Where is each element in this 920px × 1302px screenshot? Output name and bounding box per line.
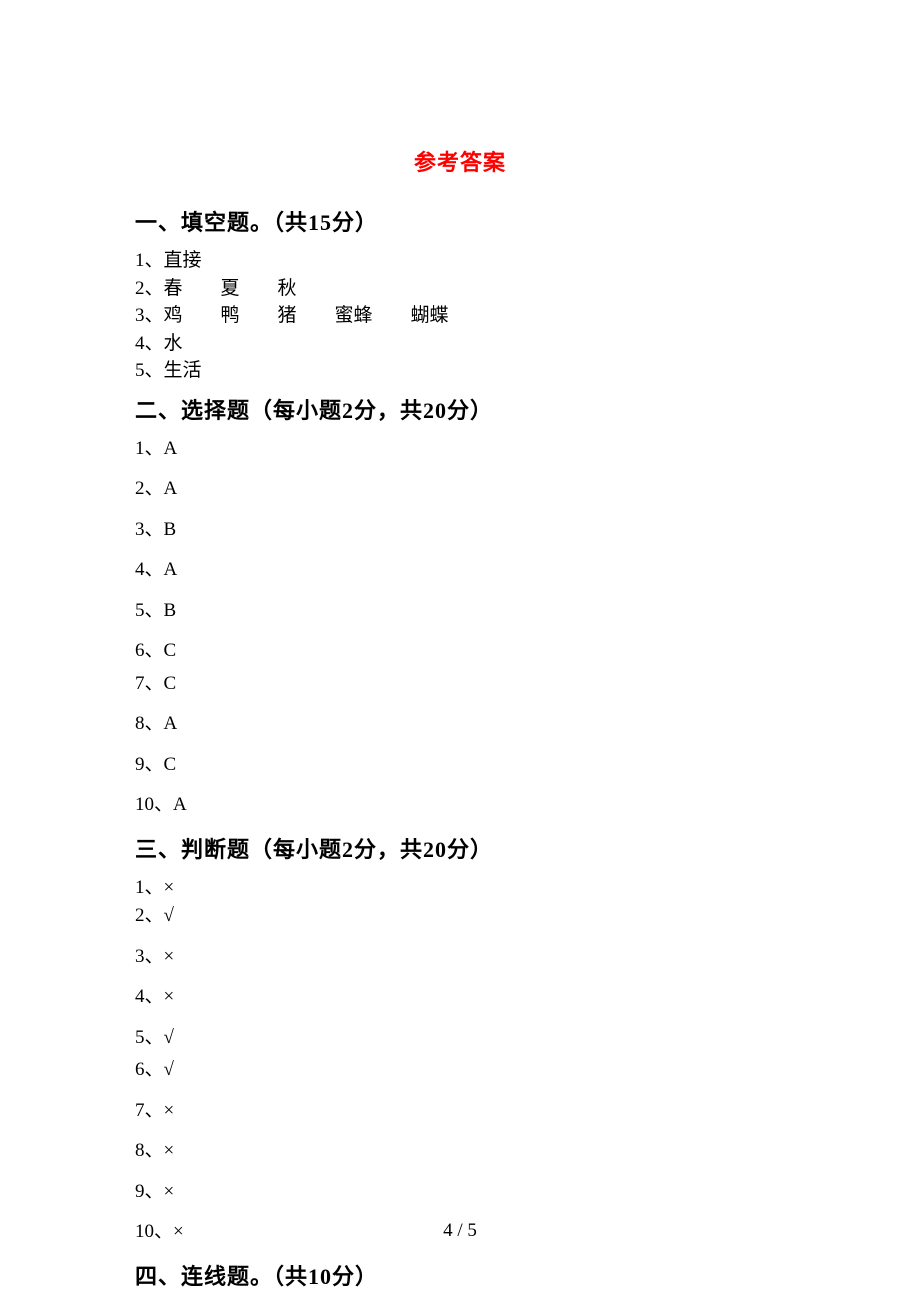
- answer-item: 4、A: [135, 556, 785, 585]
- answer-item: 6、√: [135, 1056, 785, 1085]
- answer-item: 7、×: [135, 1097, 785, 1126]
- section-4-heading: 四、连线题。（共10分）: [135, 1259, 785, 1291]
- page-content: 参考答案 一、填空题。（共15分） 1、直接 2、春 夏 秋 3、鸡 鸭 猪 蜜…: [0, 0, 920, 1291]
- answer-item: 1、A: [135, 435, 785, 464]
- answer-item: 2、√: [135, 902, 785, 931]
- answer-item: 7、C: [135, 670, 785, 699]
- section-1-answers: 1、直接 2、春 夏 秋 3、鸡 鸭 猪 蜜蜂 蝴蝶 4、水 5、生活: [135, 247, 785, 385]
- section-2-answers: 1、A 2、A 3、B 4、A 5、B 6、C 7、C 8、A 9、C 10、A: [135, 435, 785, 820]
- section-3-heading: 三、判断题（每小题2分，共20分）: [135, 832, 785, 864]
- section-3-answers: 1、× 2、√ 3、× 4、× 5、√ 6、√ 7、× 8、× 9、× 10、×: [135, 874, 785, 1247]
- answer-item: 2、春 夏 秋: [135, 275, 785, 303]
- answer-item: 9、×: [135, 1178, 785, 1207]
- answer-item: 2、A: [135, 475, 785, 504]
- page-number: 4 / 5: [0, 1220, 920, 1242]
- answer-item: 8、A: [135, 710, 785, 739]
- answer-item: 8、×: [135, 1137, 785, 1166]
- answer-item: 3、×: [135, 943, 785, 972]
- section-1-heading: 一、填空题。（共15分）: [135, 205, 785, 237]
- answer-item: 6、C: [135, 637, 785, 666]
- answer-item: 5、B: [135, 597, 785, 626]
- answer-item: 1、直接: [135, 247, 785, 275]
- answer-item: 9、C: [135, 751, 785, 780]
- answer-item: 3、B: [135, 516, 785, 545]
- answer-item: 10、A: [135, 791, 785, 820]
- answer-item: 3、鸡 鸭 猪 蜜蜂 蝴蝶: [135, 302, 785, 330]
- section-2-heading: 二、选择题（每小题2分，共20分）: [135, 393, 785, 425]
- answer-item: 4、×: [135, 983, 785, 1012]
- document-title: 参考答案: [135, 145, 785, 177]
- answer-item: 4、水: [135, 330, 785, 358]
- answer-item: 1、×: [135, 874, 785, 903]
- answer-item: 5、√: [135, 1024, 785, 1053]
- answer-item: 5、生活: [135, 357, 785, 385]
